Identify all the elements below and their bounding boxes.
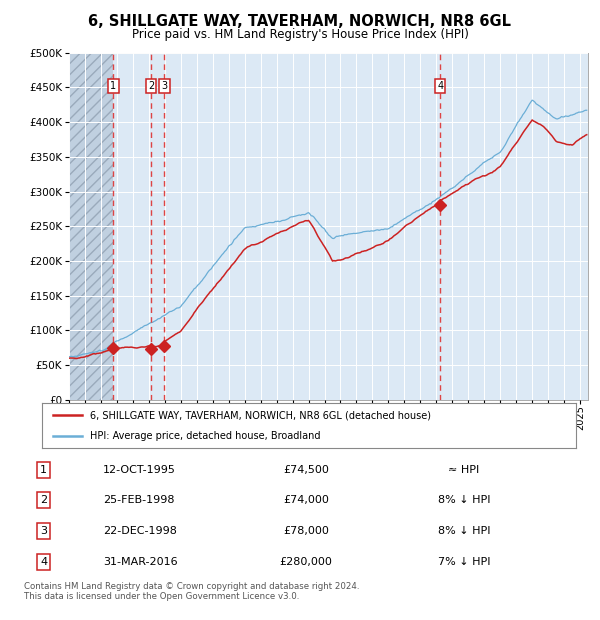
Text: 2: 2 (40, 495, 47, 505)
Text: 4: 4 (40, 557, 47, 567)
Text: 25-FEB-1998: 25-FEB-1998 (103, 495, 175, 505)
Text: 22-DEC-1998: 22-DEC-1998 (103, 526, 177, 536)
Text: 2: 2 (148, 81, 154, 91)
Text: 3: 3 (161, 81, 167, 91)
Text: 6, SHILLGATE WAY, TAVERHAM, NORWICH, NR8 6GL (detached house): 6, SHILLGATE WAY, TAVERHAM, NORWICH, NR8… (90, 410, 431, 420)
Text: HPI: Average price, detached house, Broadland: HPI: Average price, detached house, Broa… (90, 432, 320, 441)
Text: Contains HM Land Registry data © Crown copyright and database right 2024.
This d: Contains HM Land Registry data © Crown c… (24, 582, 359, 601)
Text: £74,000: £74,000 (283, 495, 329, 505)
Text: 7% ↓ HPI: 7% ↓ HPI (437, 557, 490, 567)
Bar (69, 53, 113, 400)
Text: £280,000: £280,000 (280, 557, 332, 567)
Text: 6, SHILLGATE WAY, TAVERHAM, NORWICH, NR8 6GL: 6, SHILLGATE WAY, TAVERHAM, NORWICH, NR8… (89, 14, 511, 29)
Text: 8% ↓ HPI: 8% ↓ HPI (437, 526, 490, 536)
Text: Price paid vs. HM Land Registry's House Price Index (HPI): Price paid vs. HM Land Registry's House … (131, 28, 469, 41)
Text: £78,000: £78,000 (283, 526, 329, 536)
Text: 8% ↓ HPI: 8% ↓ HPI (437, 495, 490, 505)
Text: 3: 3 (40, 526, 47, 536)
Text: 4: 4 (437, 81, 443, 91)
Text: 1: 1 (40, 465, 47, 475)
Text: 1: 1 (110, 81, 116, 91)
Text: £74,500: £74,500 (283, 465, 329, 475)
Text: ≈ HPI: ≈ HPI (448, 465, 479, 475)
Text: 31-MAR-2016: 31-MAR-2016 (103, 557, 178, 567)
Text: 12-OCT-1995: 12-OCT-1995 (103, 465, 176, 475)
